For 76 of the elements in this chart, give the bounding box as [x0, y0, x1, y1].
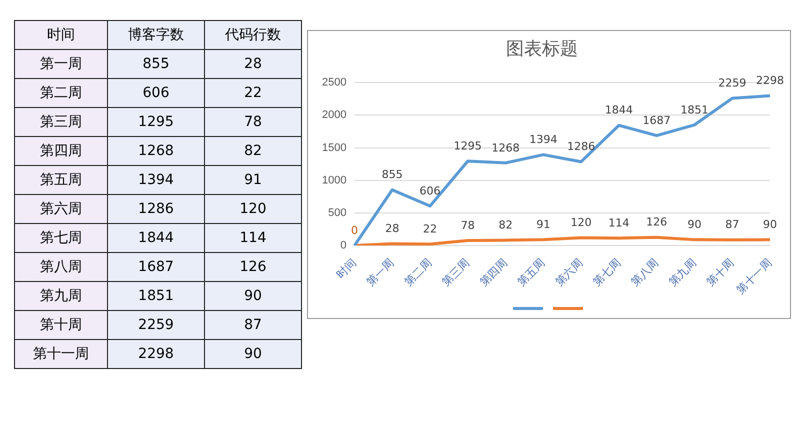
data-label: 1851	[108, 282, 204, 310]
data-label: 90	[204, 340, 302, 368]
data-label: 2298	[108, 340, 204, 368]
data-label: 1295	[108, 108, 204, 136]
data-label: 606	[420, 184, 441, 198]
x-tick-label: 第九周	[666, 256, 699, 289]
data-label: 855	[382, 168, 403, 182]
data-label: 126	[646, 216, 668, 229]
y-tick-label: 第三周	[14, 108, 108, 136]
data-label: 1851	[680, 103, 708, 116]
data-label: 87	[725, 218, 740, 232]
x-tick-label: 代码行数	[204, 20, 302, 50]
data-label: 120	[204, 194, 302, 224]
y-tick-label: 第十周	[14, 310, 108, 340]
data-label: 1268	[492, 141, 520, 154]
data-label: 114	[204, 224, 302, 252]
data-label: 855	[108, 50, 204, 78]
x-tick-label: 第六周	[552, 256, 586, 289]
data-label: 78	[204, 108, 302, 136]
data-label: 1394	[108, 166, 204, 194]
y-tick-label: 第二周	[14, 78, 108, 108]
x-tick-label: 第二周	[402, 257, 434, 289]
data-label: 28	[204, 50, 302, 78]
y-tick-label: 第四周	[14, 136, 108, 166]
data-label: 1844	[108, 224, 204, 252]
data-label: 91	[536, 218, 550, 231]
data-label: 1286	[108, 194, 204, 224]
data-label: 91	[204, 166, 302, 194]
x-tick-label: 第五周	[516, 257, 548, 289]
y-tick-label: 1500	[322, 142, 346, 154]
data-label: 82	[498, 218, 513, 232]
data-label: 87	[204, 310, 302, 340]
data-label: 2259	[718, 76, 746, 90]
x-tick-label: 时间	[334, 256, 359, 282]
data-label: 1394	[529, 133, 558, 146]
x-tick-label: 第三周	[440, 257, 472, 289]
data-label: 22	[423, 222, 438, 236]
x-tick-label: 第十周	[704, 256, 736, 289]
y-tick-label: 2500	[322, 76, 346, 89]
data-label: 1268	[108, 136, 204, 166]
data-label: 120	[570, 216, 592, 230]
y-tick-label: 第十一周	[14, 340, 108, 368]
data-label: 2298	[756, 74, 784, 88]
y-tick-label: 500	[328, 206, 346, 219]
chart-title: 图表标题	[506, 38, 578, 60]
data-label: 28	[385, 222, 400, 236]
y-tick-label: 第五周	[14, 166, 108, 194]
data-label: 1286	[567, 140, 596, 154]
x-tick-label: 第七周	[590, 256, 624, 289]
data-label: 90	[763, 218, 777, 232]
data-label: 1687	[642, 114, 671, 127]
data-label: 22	[204, 78, 302, 108]
y-tick-label: 1000	[322, 174, 346, 186]
data-label: 90	[204, 282, 302, 310]
y-tick-label: 第六周	[14, 194, 108, 224]
data-label: 1844	[604, 104, 633, 117]
y-tick-label: 第一周	[14, 50, 108, 78]
y-tick-label: 第七周	[14, 224, 108, 252]
data-label: 2259	[108, 310, 204, 340]
data-label: 126	[204, 252, 302, 282]
x-tick-label: 第一周	[364, 257, 397, 289]
data-label: 114	[608, 216, 630, 230]
data-label: 82	[204, 136, 302, 166]
x-tick-label: 博客字数	[108, 20, 204, 50]
x-tick-label: 第十一周	[734, 256, 774, 297]
data-label: 1295	[454, 140, 482, 153]
data-label: 90	[687, 218, 702, 232]
data-label: 1687	[108, 252, 204, 282]
data-label: 78	[460, 218, 475, 232]
y-tick-label: 2000	[322, 109, 346, 122]
x-tick-label: 第四周	[478, 257, 510, 289]
y-tick-label: 0	[340, 240, 346, 252]
data-label: 0	[350, 224, 358, 237]
y-tick-label: 第九周	[14, 282, 108, 310]
data-label: 606	[108, 78, 204, 108]
x-tick-label: 第八周	[629, 257, 661, 289]
